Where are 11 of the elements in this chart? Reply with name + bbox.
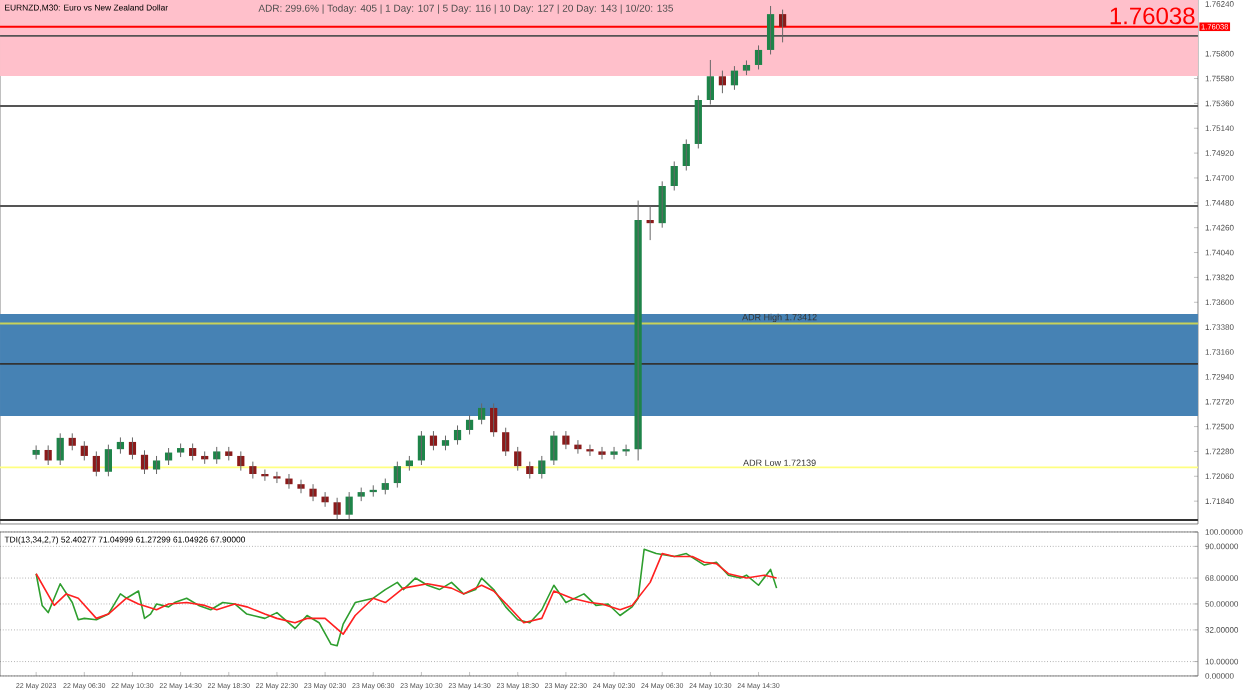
candlestick <box>297 479 305 494</box>
candlestick <box>177 443 185 458</box>
line-series <box>35 548 778 647</box>
candlestick <box>357 487 365 502</box>
ref-line-label: 1.76038 <box>1110 7 1195 25</box>
candlestick <box>610 446 618 460</box>
candlestick <box>152 455 161 475</box>
candlestick <box>225 446 233 461</box>
candlestick <box>273 471 281 484</box>
candlestick <box>598 446 606 460</box>
line-series <box>35 552 778 636</box>
